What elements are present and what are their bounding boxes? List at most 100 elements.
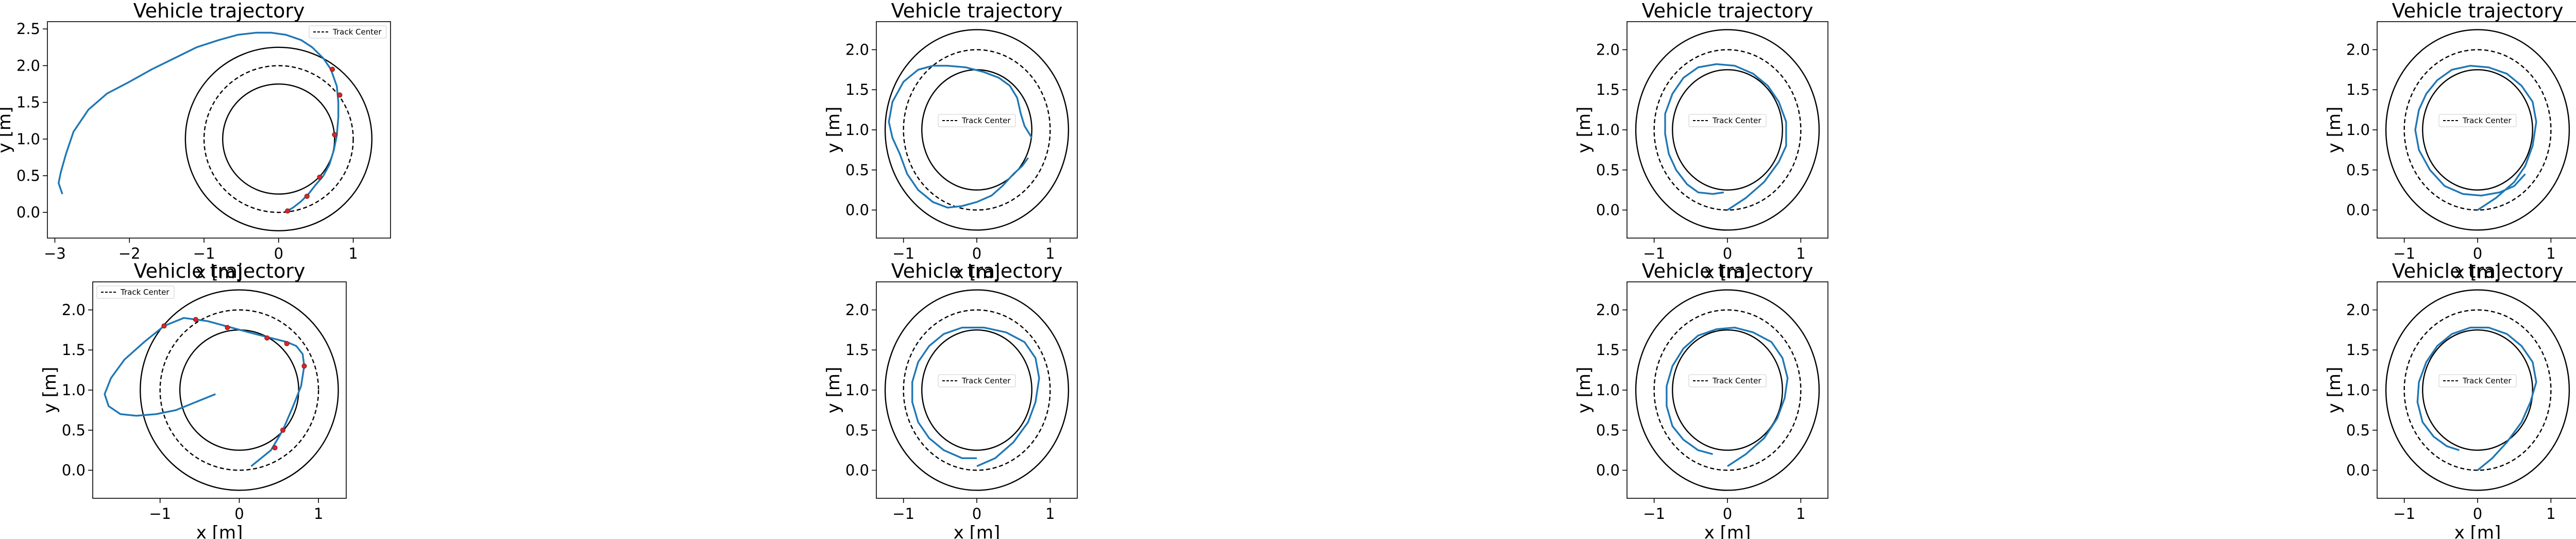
axes-frame — [47, 21, 391, 239]
legend: Track Center — [2438, 374, 2517, 388]
y-tick-label: 2.0 — [2346, 41, 2370, 58]
y-axis-label: y [m] — [2324, 107, 2345, 154]
waypoint-marker — [301, 363, 307, 369]
track-inner-boundary — [1672, 69, 1783, 191]
waypoint-marker — [264, 335, 270, 341]
x-tick-label: −1 — [2393, 245, 2415, 262]
waypoint-marker — [193, 317, 198, 323]
legend-label: Track Center — [120, 288, 170, 297]
chart-title: Vehicle trajectory — [1642, 260, 1814, 282]
legend-box — [1688, 374, 1767, 388]
legend-label: Track Center — [961, 376, 1011, 385]
legend: Track Center — [96, 285, 175, 299]
y-tick-label: 1.5 — [2346, 341, 2370, 359]
waypoint-marker — [272, 445, 278, 450]
track-outer-boundary — [2385, 29, 2570, 231]
track-center-circle — [2403, 309, 2552, 471]
y-tick-label: 1.5 — [845, 341, 869, 359]
y-tick-label: 0.5 — [2346, 422, 2370, 439]
x-tick-label: −1 — [892, 245, 914, 262]
x-axis-label: x [m] — [196, 262, 243, 283]
x-tick-label: 0 — [1723, 505, 1732, 523]
x-axis-label: x [m] — [2454, 262, 2501, 283]
track-outer-boundary — [884, 29, 1070, 231]
y-tick-label: 2.0 — [845, 41, 869, 58]
y-tick-label: 2.0 — [845, 301, 869, 318]
trajectory-line — [911, 327, 1040, 467]
legend-box — [2438, 374, 2517, 388]
y-tick-label: 1.0 — [845, 121, 869, 139]
track-center-circle — [203, 65, 354, 213]
x-tick-label: −2 — [118, 245, 141, 262]
track-inner-boundary — [2422, 329, 2533, 451]
x-tick-label: 0 — [234, 505, 244, 523]
waypoint-marker — [330, 66, 335, 72]
y-tick-label: 0.0 — [845, 201, 869, 219]
y-tick-label: 1.0 — [62, 381, 86, 399]
trajectory-line — [1666, 327, 1789, 467]
track-center-circle — [1653, 49, 1802, 211]
y-tick-label: 0.0 — [16, 204, 40, 221]
y-tick-label: 1.0 — [1596, 381, 1620, 399]
x-tick-label: 1 — [1796, 505, 1805, 523]
x-tick-label: 0 — [972, 245, 981, 262]
plot-area — [2385, 29, 2570, 231]
plot-background — [2377, 22, 2576, 238]
track-outer-boundary — [1635, 289, 1820, 491]
legend-box — [96, 285, 175, 299]
waypoint-marker — [317, 174, 323, 180]
subplot-1: −3 −2 −1 0 1 0.0 0.5 1.0 1.5 2.0 2.5 Vehicle trajec… — [0, 0, 391, 283]
track-inner-boundary — [222, 83, 335, 195]
legend-label: Track Center — [2462, 376, 2512, 385]
track-inner-boundary — [921, 329, 1032, 451]
legend-box — [309, 25, 387, 39]
chart-title: Vehicle trajectory — [891, 260, 1063, 282]
track-inner-boundary — [2422, 69, 2533, 191]
y-tick-label: 0.0 — [62, 462, 86, 479]
waypoint-marker — [332, 132, 337, 138]
y-tick-label: 1.0 — [16, 130, 40, 148]
x-tick-label: −3 — [44, 245, 66, 262]
y-tick-label: 0.5 — [845, 422, 869, 439]
y-tick-label: 1.5 — [845, 81, 869, 98]
track-outer-boundary — [1635, 29, 1820, 231]
y-tick-label: 2.0 — [62, 301, 86, 318]
y-tick-label: 1.5 — [1596, 341, 1620, 359]
x-tick-label: 1 — [1796, 245, 1805, 262]
plot-background — [1627, 22, 1828, 238]
plot-background — [876, 282, 1077, 498]
chart-title: Vehicle trajectory — [1642, 0, 1814, 22]
x-tick-label: 1 — [2546, 245, 2555, 262]
x-axis-label: x [m] — [954, 523, 1001, 539]
track-center-circle — [159, 309, 319, 471]
waypoint-marker — [161, 323, 167, 329]
x-axis-label: x [m] — [954, 262, 1001, 283]
x-tick-label: −1 — [892, 505, 914, 523]
legend-label: Track Center — [332, 27, 382, 37]
track-outer-boundary — [184, 46, 373, 231]
y-tick-label: 0.5 — [845, 161, 869, 179]
waypoint-marker — [285, 208, 291, 214]
trajectory-line — [1664, 63, 1787, 211]
plot-area — [1635, 289, 1820, 491]
y-tick-label: 2.0 — [1596, 301, 1620, 318]
track-outer-boundary — [2385, 289, 2570, 491]
legend-box — [938, 114, 1016, 127]
y-tick-label: 2.0 — [16, 57, 40, 74]
y-tick-label: 0.5 — [2346, 161, 2370, 179]
chart-title: Vehicle trajectory — [891, 0, 1063, 22]
x-tick-label: 1 — [1045, 505, 1055, 523]
y-axis-label: y [m] — [1574, 107, 1595, 154]
waypoint-marker — [225, 325, 230, 330]
y-axis-label: y [m] — [40, 367, 60, 414]
y-tick-label: 0.0 — [2346, 201, 2370, 219]
plot-area — [104, 289, 339, 491]
x-tick-label: −1 — [1643, 245, 1665, 262]
trajectory-line — [888, 64, 1033, 209]
x-tick-label: 0 — [274, 245, 283, 262]
x-tick-label: −1 — [149, 505, 171, 523]
